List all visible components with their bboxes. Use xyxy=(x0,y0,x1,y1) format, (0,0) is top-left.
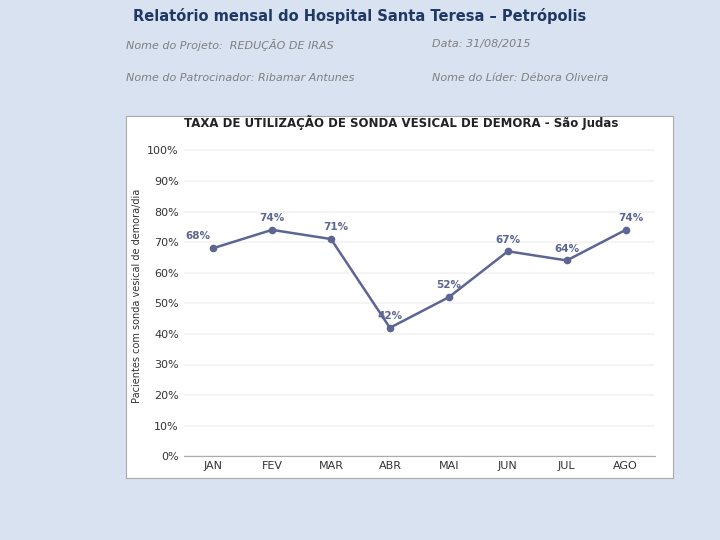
Text: Nome do Patrocinador: Ribamar Antunes: Nome do Patrocinador: Ribamar Antunes xyxy=(126,73,354,83)
Text: TAXA DE UTILIZAÇÃO DE SONDA VESICAL DE DEMORA - São Judas: TAXA DE UTILIZAÇÃO DE SONDA VESICAL DE D… xyxy=(184,114,618,130)
Text: 68%: 68% xyxy=(186,232,211,241)
Text: 67%: 67% xyxy=(495,234,521,245)
Text: Data: 31/08/2015: Data: 31/08/2015 xyxy=(432,39,531,49)
Text: 74%: 74% xyxy=(618,213,643,223)
Text: 52%: 52% xyxy=(436,280,462,291)
Text: 42%: 42% xyxy=(377,311,402,321)
Y-axis label: Pacientes com sonda vesical de demora/dia: Pacientes com sonda vesical de demora/di… xyxy=(132,188,142,403)
Text: 64%: 64% xyxy=(554,244,580,254)
Text: Relatório mensal do Hospital Santa Teresa – Petrópolis: Relatório mensal do Hospital Santa Teres… xyxy=(133,8,587,24)
Text: 71%: 71% xyxy=(323,222,348,232)
Text: 74%: 74% xyxy=(259,213,284,223)
Text: Nome do Líder: Débora Oliveira: Nome do Líder: Débora Oliveira xyxy=(432,73,608,83)
Text: Nome do Projeto:  REDUÇÃO DE IRAS: Nome do Projeto: REDUÇÃO DE IRAS xyxy=(126,39,334,51)
